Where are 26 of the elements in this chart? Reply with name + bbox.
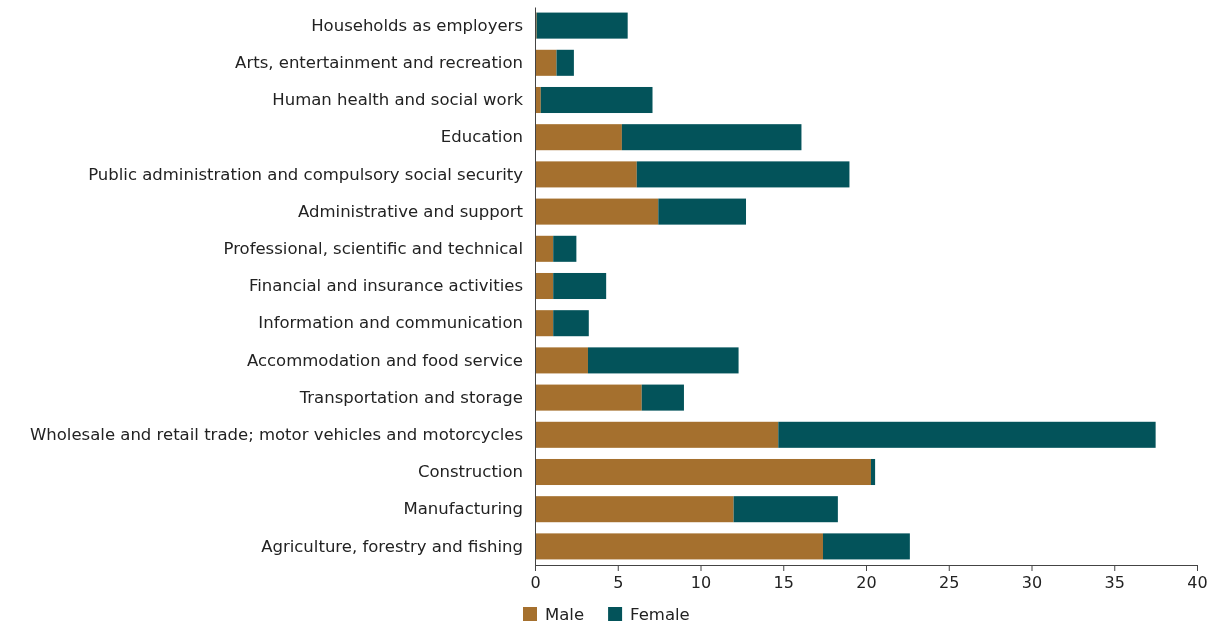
y-tick-label: Accommodation and food service — [246, 350, 523, 370]
y-tick-label: Households as employers — [311, 15, 523, 35]
x-tick-label: 20 — [856, 573, 877, 593]
x-tick-label: 40 — [1187, 573, 1208, 593]
y-tick-label: Education — [440, 127, 523, 147]
x-tick-label: 35 — [1104, 573, 1125, 593]
legend-label: Female — [630, 605, 690, 624]
x-tick-label: 25 — [939, 573, 960, 593]
y-tick-label: Transportation and storage — [298, 387, 523, 407]
y-tick-label: Administrative and support — [298, 201, 524, 221]
y-tick-label: Agriculture, forestry and fishing — [261, 536, 523, 556]
x-tick-label: 5 — [613, 573, 624, 593]
y-tick-label: Wholesale and retail trade; motor vehicles and motorcycles — [30, 425, 523, 445]
x-tick-label: 30 — [1021, 573, 1043, 593]
y-tick-label: Arts, entertainment and recreation — [235, 53, 523, 73]
y-tick-label: Human health and social work — [272, 90, 524, 110]
y-tick-label: Manufacturing — [403, 499, 523, 519]
y-tick-label: Financial and insurance activities — [248, 276, 523, 296]
y-tick-label: Information and communication — [258, 313, 523, 333]
y-tick-label: Professional, scientific and technical — [223, 239, 523, 259]
y-tick-label: Construction — [417, 462, 523, 482]
x-tick-label: 10 — [690, 573, 712, 593]
y-tick-label: Public administration and compulsory social security — [88, 164, 524, 184]
x-tick-label: 0 — [530, 573, 541, 593]
x-tick-label: 15 — [773, 573, 794, 593]
legend-label: Male — [545, 605, 585, 624]
